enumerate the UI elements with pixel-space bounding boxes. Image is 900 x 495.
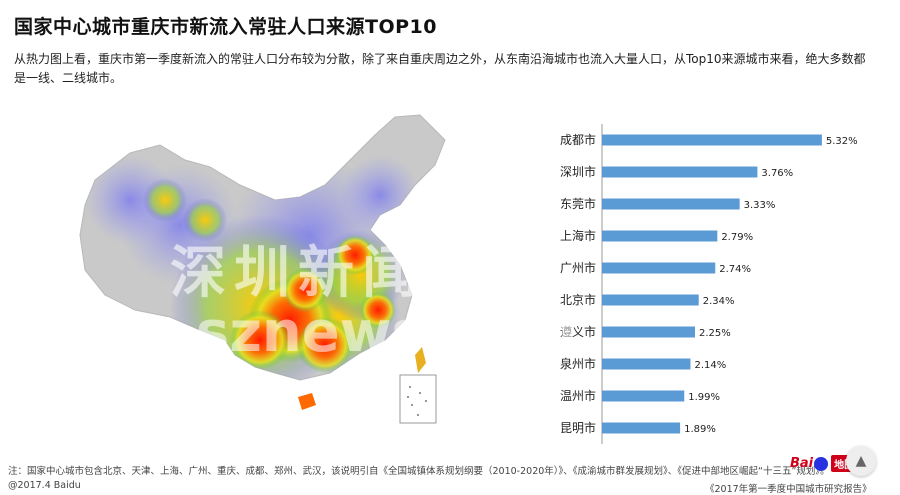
baidu-paw-icon (814, 456, 829, 471)
scroll-up-button[interactable]: ▲ (846, 446, 876, 476)
value-label: 2.25% (699, 328, 731, 339)
bar (602, 134, 822, 146)
value-label: 3.76% (761, 168, 793, 179)
report-source: 《2017年第一季度中国城市研究报告》 (705, 484, 872, 495)
bar (602, 390, 685, 402)
logo-text: Bai (790, 456, 814, 471)
value-label: 2.14% (694, 360, 726, 371)
category-label: 广州市 (560, 260, 596, 275)
bar (602, 262, 716, 274)
page-title: 国家中心城市重庆市新流入常驻人口来源TOP10 (14, 16, 437, 38)
category-label: 成都市 (560, 132, 596, 147)
heat-map (60, 105, 500, 430)
category-label: 昆明市 (560, 420, 596, 435)
category-label: 温州市 (560, 388, 596, 403)
value-label: 3.33% (744, 200, 776, 211)
value-label: 2.34% (703, 296, 735, 307)
bar (602, 294, 699, 306)
hainan-island (298, 393, 316, 410)
heat-layer (85, 155, 420, 380)
bar (602, 422, 681, 434)
category-label: 北京市 (560, 292, 596, 307)
footnote: 注：国家中心城市包含北京、天津、上海、广州、重庆、成都、郑州、武汉，该说明引自《… (8, 466, 830, 477)
bar (602, 166, 758, 178)
bar (602, 230, 718, 242)
copyright: @2017.4 Baidu (8, 480, 81, 491)
bar (602, 198, 740, 210)
category-label: 东莞市 (560, 196, 596, 211)
bar (602, 358, 691, 370)
value-label: 2.74% (719, 264, 751, 275)
intro-text: 从热力图上看，重庆市第一季度新流入的常驻人口分布较为分散，除了来自重庆周边之外，… (14, 52, 866, 85)
value-label: 5.32% (826, 136, 858, 147)
bar (602, 326, 695, 338)
value-label: 1.99% (688, 392, 720, 403)
value-label: 1.89% (684, 424, 716, 435)
taiwan-island (415, 347, 426, 373)
category-label: 遵义市 (560, 324, 596, 339)
category-label: 上海市 (560, 228, 596, 243)
value-label: 2.79% (721, 232, 753, 243)
category-label: 深圳市 (560, 164, 596, 179)
category-label: 泉州市 (560, 356, 596, 371)
arrow-up-icon: ▲ (855, 453, 867, 469)
bar-chart: 成都市 5.32% 深圳市 3.76% 东莞市 3.33% 上海市 2.79% 广州市 2.74%… (500, 120, 880, 445)
